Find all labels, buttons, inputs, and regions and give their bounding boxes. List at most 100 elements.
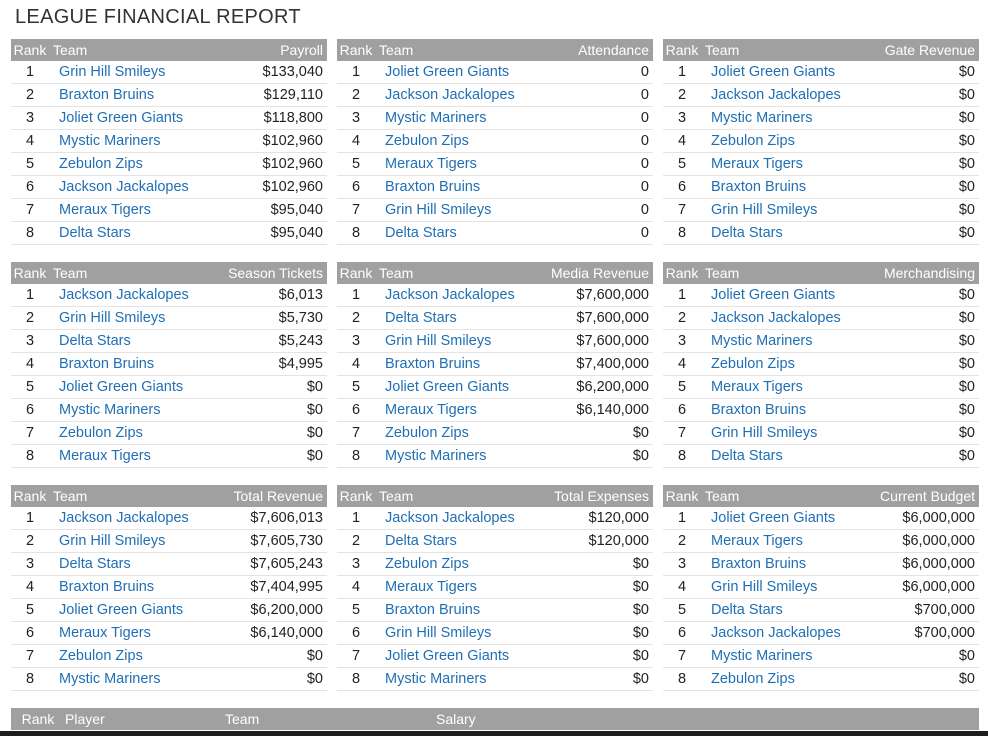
team-link[interactable]: Braxton Bruins [59, 87, 155, 103]
column-header-rank[interactable]: Rank [339, 265, 373, 281]
team-link[interactable]: Braxton Bruins [385, 179, 481, 195]
column-header-team[interactable]: Team [53, 488, 88, 504]
team-link[interactable]: Zebulon Zips [385, 133, 469, 149]
team-link[interactable]: Grin Hill Smileys [385, 625, 492, 641]
team-link[interactable]: Braxton Bruins [711, 556, 807, 572]
team-link[interactable]: Jackson Jackalopes [385, 287, 515, 303]
team-link[interactable]: Meraux Tigers [59, 448, 151, 464]
team-link[interactable]: Meraux Tigers [711, 156, 803, 172]
team-link[interactable]: Zebulon Zips [711, 671, 795, 687]
team-link[interactable]: Mystic Mariners [59, 671, 161, 687]
team-link[interactable]: Meraux Tigers [385, 156, 477, 172]
team-link[interactable]: Mystic Mariners [711, 333, 813, 349]
team-link[interactable]: Braxton Bruins [385, 356, 481, 372]
team-link[interactable]: Delta Stars [59, 225, 131, 241]
team-link[interactable]: Grin Hill Smileys [385, 333, 492, 349]
team-link[interactable]: Delta Stars [711, 602, 783, 618]
team-link[interactable]: Meraux Tigers [711, 379, 803, 395]
team-link[interactable]: Joliet Green Giants [385, 648, 510, 664]
column-header-value[interactable]: Total Expenses [554, 488, 649, 504]
team-link[interactable]: Joliet Green Giants [711, 64, 836, 80]
team-link[interactable]: Delta Stars [385, 310, 457, 326]
column-header-team[interactable]: Team [705, 42, 740, 58]
team-link[interactable]: Zebulon Zips [385, 425, 469, 441]
team-link[interactable]: Mystic Mariners [385, 671, 487, 687]
column-header-team[interactable]: Team [705, 488, 740, 504]
team-link[interactable]: Joliet Green Giants [711, 510, 836, 526]
team-link[interactable]: Mystic Mariners [385, 110, 487, 126]
column-header-value[interactable]: Merchandising [883, 265, 975, 281]
column-header-rank[interactable]: Rank [13, 488, 47, 504]
team-link[interactable]: Zebulon Zips [711, 133, 795, 149]
team-link[interactable]: Joliet Green Giants [59, 110, 184, 126]
column-header-rank[interactable]: Rank [665, 265, 699, 281]
team-link[interactable]: Grin Hill Smileys [711, 425, 818, 441]
team-link[interactable]: Zebulon Zips [385, 556, 469, 572]
team-link[interactable]: Grin Hill Smileys [59, 533, 166, 549]
team-link[interactable]: Mystic Mariners [59, 133, 161, 149]
team-link[interactable]: Delta Stars [59, 556, 131, 572]
team-link[interactable]: Mystic Mariners [59, 402, 161, 418]
column-header-value[interactable]: Payroll [280, 42, 323, 58]
team-link[interactable]: Jackson Jackalopes [385, 510, 515, 526]
column-header-value[interactable]: Gate Revenue [884, 42, 975, 58]
team-link[interactable]: Joliet Green Giants [385, 64, 510, 80]
column-header-team[interactable]: Team [705, 265, 740, 281]
team-link[interactable]: Delta Stars [711, 448, 783, 464]
team-link[interactable]: Delta Stars [59, 333, 131, 349]
team-link[interactable]: Zebulon Zips [59, 156, 143, 172]
team-link[interactable]: Braxton Bruins [385, 602, 481, 618]
team-link[interactable]: Grin Hill Smileys [385, 202, 492, 218]
team-link[interactable]: Zebulon Zips [711, 356, 795, 372]
column-header-rank[interactable]: Rank [339, 488, 373, 504]
column-header-rank[interactable]: Rank [21, 711, 55, 727]
column-header-team[interactable]: Team [53, 42, 88, 58]
team-link[interactable]: Grin Hill Smileys [59, 310, 166, 326]
team-link[interactable]: Zebulon Zips [59, 648, 143, 664]
column-header-rank[interactable]: Rank [665, 42, 699, 58]
column-header-value[interactable]: Total Revenue [233, 488, 323, 504]
column-header-value[interactable]: Media Revenue [550, 265, 649, 281]
team-link[interactable]: Delta Stars [385, 225, 457, 241]
team-link[interactable]: Jackson Jackalopes [711, 87, 841, 103]
team-link[interactable]: Grin Hill Smileys [59, 64, 166, 80]
column-header-value[interactable]: Attendance [578, 42, 649, 58]
team-link[interactable]: Meraux Tigers [385, 579, 477, 595]
column-header-team[interactable]: Team [379, 265, 414, 281]
team-link[interactable]: Jackson Jackalopes [385, 87, 515, 103]
team-link[interactable]: Grin Hill Smileys [711, 579, 818, 595]
column-header-team[interactable]: Team [53, 265, 88, 281]
team-link[interactable]: Delta Stars [385, 533, 457, 549]
team-link[interactable]: Jackson Jackalopes [59, 179, 189, 195]
team-link[interactable]: Braxton Bruins [59, 356, 155, 372]
column-header-player[interactable]: Player [65, 711, 105, 727]
team-link[interactable]: Mystic Mariners [385, 448, 487, 464]
column-header-rank[interactable]: Rank [665, 488, 699, 504]
team-link[interactable]: Braxton Bruins [711, 179, 807, 195]
team-link[interactable]: Meraux Tigers [385, 402, 477, 418]
team-link[interactable]: Jackson Jackalopes [59, 287, 189, 303]
team-link[interactable]: Jackson Jackalopes [711, 310, 841, 326]
team-link[interactable]: Mystic Mariners [711, 648, 813, 664]
team-link[interactable]: Joliet Green Giants [59, 379, 184, 395]
team-link[interactable]: Meraux Tigers [711, 533, 803, 549]
team-link[interactable]: Zebulon Zips [59, 425, 143, 441]
team-link[interactable]: Jackson Jackalopes [59, 510, 189, 526]
column-header-team[interactable]: Team [379, 42, 414, 58]
team-link[interactable]: Braxton Bruins [59, 579, 155, 595]
team-link[interactable]: Delta Stars [711, 225, 783, 241]
column-header-value[interactable]: Season Tickets [228, 265, 323, 281]
column-header-rank[interactable]: Rank [13, 265, 47, 281]
column-header-salary[interactable]: Salary [436, 711, 476, 727]
team-link[interactable]: Grin Hill Smileys [711, 202, 818, 218]
column-header-rank[interactable]: Rank [13, 42, 47, 58]
team-link[interactable]: Joliet Green Giants [711, 287, 836, 303]
column-header-rank[interactable]: Rank [339, 42, 373, 58]
team-link[interactable]: Mystic Mariners [711, 110, 813, 126]
column-header-value[interactable]: Current Budget [880, 488, 975, 504]
team-link[interactable]: Joliet Green Giants [385, 379, 510, 395]
column-header-team[interactable]: Team [225, 711, 260, 727]
team-link[interactable]: Meraux Tigers [59, 202, 151, 218]
column-header-team[interactable]: Team [379, 488, 414, 504]
team-link[interactable]: Braxton Bruins [711, 402, 807, 418]
